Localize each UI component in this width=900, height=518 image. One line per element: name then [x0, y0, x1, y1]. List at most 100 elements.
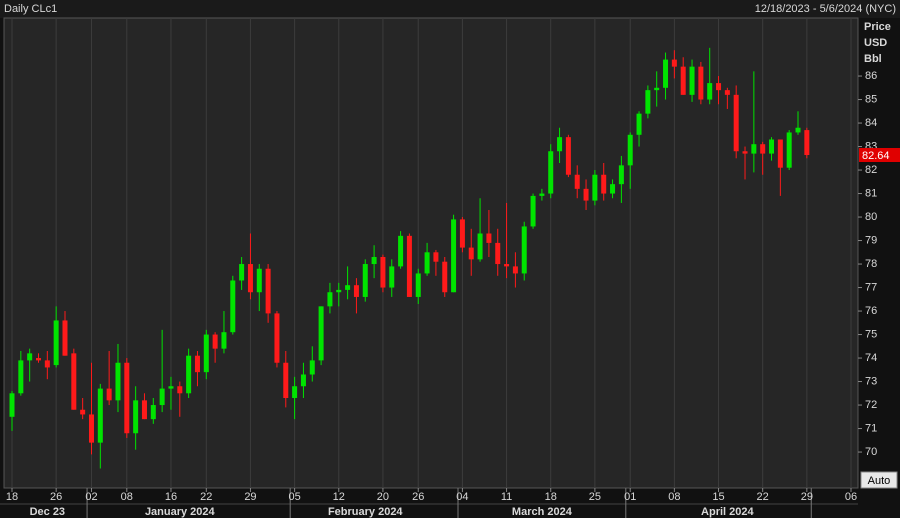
candle-body — [565, 137, 571, 175]
candle-body — [35, 358, 41, 361]
candle-body — [115, 362, 121, 401]
candle-body — [336, 289, 342, 293]
candle-body — [468, 247, 474, 260]
candle-body — [353, 285, 359, 297]
candle-body — [186, 355, 192, 394]
candle-body — [80, 409, 86, 415]
x-tick-label: 22 — [757, 491, 769, 503]
candle-body — [159, 388, 165, 406]
candle-body — [203, 334, 209, 373]
candle-body — [415, 273, 421, 297]
candle-body — [627, 134, 633, 166]
y-tick-label: 74 — [865, 352, 877, 364]
candle-body — [645, 90, 651, 114]
candle-body — [557, 137, 563, 152]
month-label: February 2024 — [328, 506, 403, 518]
candle-body — [495, 242, 501, 265]
candle-body — [486, 233, 492, 243]
candle-body — [716, 83, 722, 91]
candle-body — [265, 268, 271, 314]
candle-body — [477, 233, 483, 260]
header-bar — [0, 0, 900, 18]
y-tick-label: 70 — [865, 446, 877, 458]
candle-body — [442, 261, 448, 293]
candle-body — [106, 388, 112, 401]
x-tick-label: 01 — [624, 491, 636, 503]
x-tick-label: 18 — [545, 491, 557, 503]
candle-body — [97, 388, 103, 443]
candle-body — [371, 256, 377, 265]
x-tick-label: 04 — [456, 491, 468, 503]
candle-body — [247, 264, 253, 293]
candle-body — [18, 360, 24, 394]
candle-body — [221, 332, 227, 349]
x-tick-label: 18 — [6, 491, 18, 503]
candle-body — [406, 235, 412, 297]
candle-body — [177, 386, 183, 394]
candle-body — [9, 393, 15, 417]
y-tick-label: 77 — [865, 281, 877, 293]
candle-body — [141, 400, 147, 420]
candle-body — [274, 313, 280, 363]
candle-body — [663, 59, 669, 88]
month-label: Dec 23 — [30, 506, 65, 518]
candle-body — [548, 151, 554, 194]
x-tick-label: 11 — [501, 491, 512, 503]
candle-body — [27, 353, 33, 361]
x-tick-label: 02 — [85, 491, 97, 503]
candle-body — [124, 362, 130, 434]
candle-body — [521, 226, 527, 274]
candle-body — [795, 127, 801, 133]
candle-body — [680, 66, 686, 95]
x-tick-label: 26 — [50, 491, 62, 503]
y-axis-label: Price — [864, 21, 891, 33]
auto-button-label[interactable]: Auto — [868, 475, 891, 487]
x-tick-label: 05 — [288, 491, 300, 503]
x-tick-label: 15 — [712, 491, 724, 503]
month-label: March 2024 — [512, 506, 573, 518]
month-label: April 2024 — [701, 506, 754, 518]
candle-body — [362, 264, 368, 297]
candle-body — [424, 252, 430, 274]
y-tick-label: 79 — [865, 234, 877, 246]
candle-body — [53, 320, 59, 366]
candle-body — [610, 184, 616, 194]
last-price-box — [859, 148, 900, 163]
y-tick-label: 71 — [865, 422, 877, 434]
y-tick-label: 82 — [865, 164, 877, 176]
y-tick-label: 84 — [865, 117, 877, 129]
y-tick-label: 85 — [865, 93, 877, 105]
candle-body — [654, 87, 660, 91]
y-tick-label: 86 — [865, 70, 877, 82]
candle-body — [345, 285, 351, 290]
candle-body — [707, 83, 713, 100]
x-tick-label: 16 — [165, 491, 177, 503]
y-axis-label: Bbl — [864, 53, 882, 65]
auto-button[interactable] — [860, 471, 898, 489]
chart-title: Daily CLc1 — [4, 3, 57, 15]
candle-body — [786, 132, 792, 168]
candle-body — [574, 174, 580, 189]
x-tick-label: 12 — [333, 491, 345, 503]
candle-body — [751, 144, 757, 154]
candle-body — [389, 266, 395, 288]
candle-body — [583, 188, 589, 201]
candle-body — [71, 353, 77, 410]
x-tick-label: 20 — [377, 491, 389, 503]
candle-body — [300, 374, 306, 387]
candle-body — [512, 266, 518, 274]
y-axis-label: USD — [864, 37, 887, 49]
candle-body — [671, 59, 677, 67]
y-tick-label: 80 — [865, 211, 877, 223]
candle-body — [318, 306, 324, 361]
y-tick-label: 72 — [865, 399, 877, 411]
x-tick-label: 26 — [412, 491, 424, 503]
candle-body — [618, 165, 624, 185]
candle-body — [433, 252, 439, 262]
candle-body — [168, 386, 174, 389]
candle-body — [309, 360, 315, 375]
candle-body — [150, 405, 156, 420]
candle-body — [539, 193, 545, 196]
candle-body — [88, 414, 94, 443]
candle-body — [769, 139, 775, 154]
